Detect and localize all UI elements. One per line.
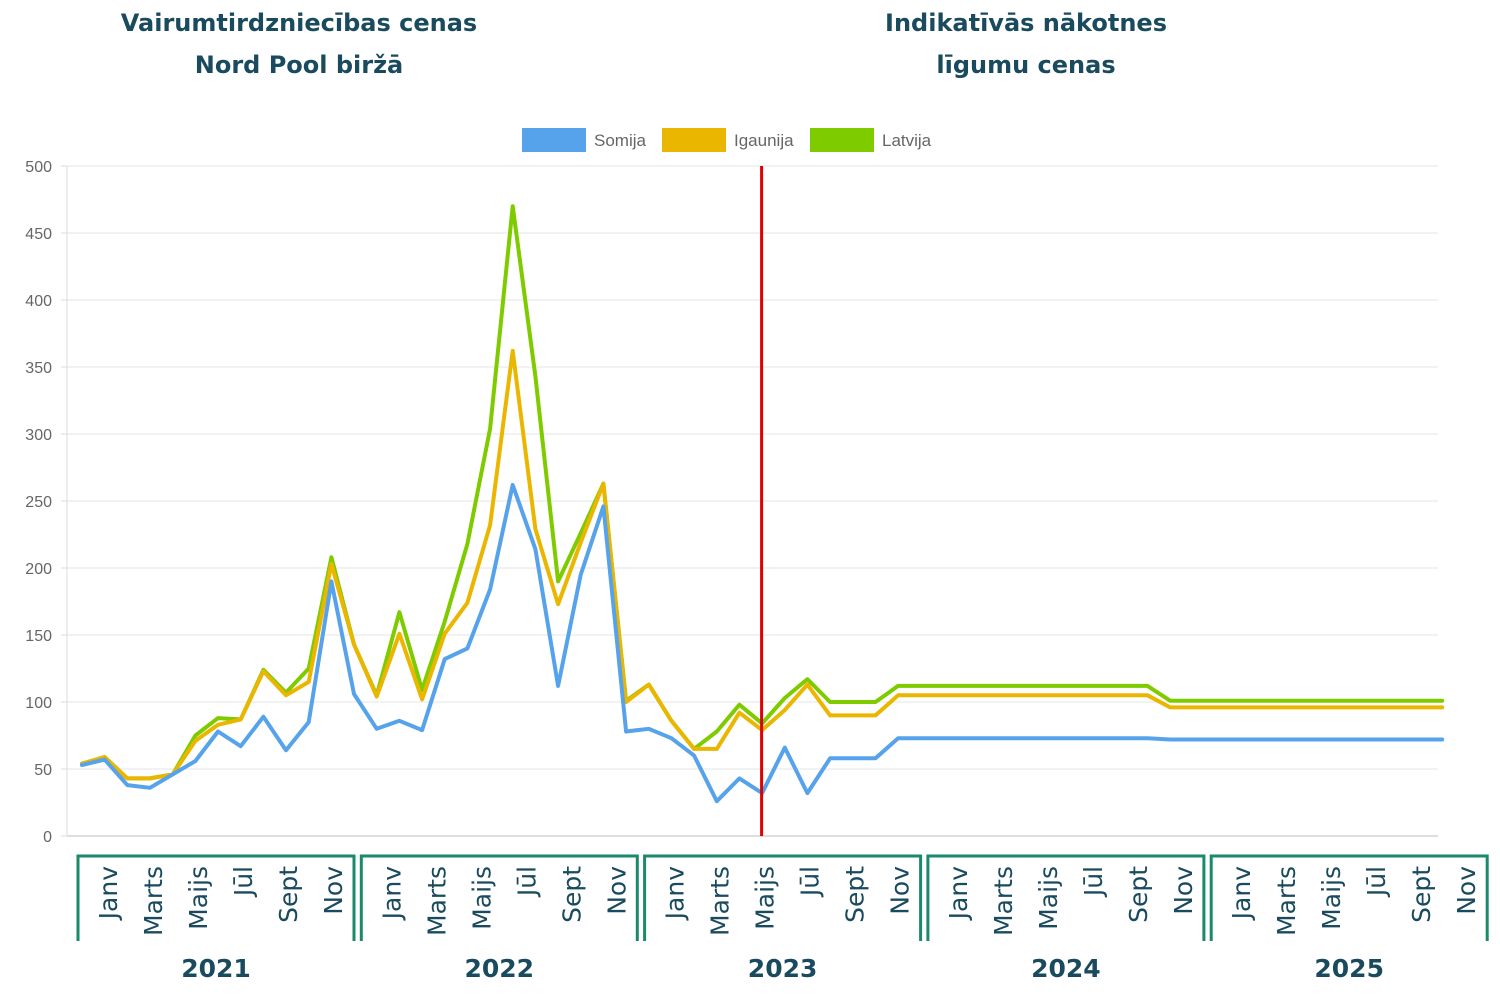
month-label-2024-6: Nov <box>1169 866 1198 915</box>
futures-header-line-2: līgumu cenas <box>936 51 1116 79</box>
month-label-2021-4: Jūl <box>229 866 258 898</box>
historical-header-line-1: Vairumtirdzniecības cenas <box>120 9 478 37</box>
legend-label-somija: Somija <box>594 131 647 150</box>
month-label-2022-6: Nov <box>602 866 631 915</box>
month-label-2022-1: Janv <box>377 866 406 922</box>
month-label-2022-3: Maijs <box>467 866 496 930</box>
month-label-2023-1: Janv <box>661 866 690 922</box>
futures-header-line-1: Indikatīvās nākotnes <box>885 9 1167 37</box>
month-label-2025-5: Sept <box>1407 866 1436 923</box>
month-label-2024-5: Sept <box>1124 866 1153 923</box>
month-label-2024-4: Jūl <box>1079 866 1108 898</box>
month-label-2023-2: Marts <box>706 866 735 936</box>
month-label-2024-2: Marts <box>989 866 1018 936</box>
year-label-2022: 2022 <box>465 954 535 983</box>
month-label-2023-4: Jūl <box>796 866 825 898</box>
month-label-2025-3: Maijs <box>1317 866 1346 930</box>
legend-swatch-latvija <box>810 128 874 152</box>
y-tick-label-350: 350 <box>25 360 52 377</box>
year-label-2024: 2024 <box>1031 954 1101 983</box>
futures-header: Indikatīvās nākotnes līgumu cenas <box>766 2 1286 86</box>
month-label-2025-2: Marts <box>1272 866 1301 936</box>
legend-label-latvija: Latvija <box>882 131 932 150</box>
legend-swatch-igaunija <box>662 128 726 152</box>
month-label-2025-6: Nov <box>1452 866 1481 915</box>
year-bracket-2022 <box>359 854 639 941</box>
year-bracket-2024 <box>926 854 1206 941</box>
grid-layer: 0 50 100 150 200 250 300 350 400 450 500 <box>25 159 1438 846</box>
month-label-2024-3: Maijs <box>1034 866 1063 930</box>
month-label-2021-2: Marts <box>139 866 168 936</box>
legend-swatch-somija <box>522 128 586 152</box>
month-label-2021-5: Sept <box>274 866 303 923</box>
y-tick-label-50: 50 <box>34 762 52 779</box>
month-label-2022-5: Sept <box>557 866 586 923</box>
historical-header: Vairumtirdzniecības cenas Nord Pool birž… <box>39 2 559 86</box>
legend: Somija Igaunija Latvija <box>522 128 932 152</box>
month-label-2024-1: Janv <box>944 866 973 922</box>
y-tick-label-500: 500 <box>25 159 52 176</box>
month-label-2025-4: Jūl <box>1362 866 1391 898</box>
year-bracket-2025 <box>1209 854 1489 941</box>
month-label-2023-5: Sept <box>841 866 870 923</box>
y-tick-label-300: 300 <box>25 427 52 444</box>
month-label-2021-1: Janv <box>94 866 123 922</box>
y-tick-label-450: 450 <box>25 226 52 243</box>
year-label-2021: 2021 <box>181 954 251 983</box>
historical-header-line-2: Nord Pool biržā <box>194 51 404 79</box>
year-bracket-2023 <box>643 854 923 941</box>
year-bracket-2021 <box>76 854 356 941</box>
month-year-axis: Janv Marts Maijs Jūl Sept Nov 2021 Janv Marts Mai… <box>76 854 1489 983</box>
legend-label-igaunija: Igaunija <box>734 131 794 150</box>
year-label-2023: 2023 <box>748 954 818 983</box>
y-tick-label-400: 400 <box>25 293 52 310</box>
y-tick-label-250: 250 <box>25 494 52 511</box>
y-tick-label-0: 0 <box>43 829 52 846</box>
month-label-2023-6: Nov <box>886 866 915 915</box>
month-label-2021-6: Nov <box>319 866 348 915</box>
month-label-2021-3: Maijs <box>184 866 213 930</box>
month-label-2023-3: Maijs <box>751 866 780 930</box>
month-label-2022-2: Marts <box>422 866 451 936</box>
y-tick-label-200: 200 <box>25 561 52 578</box>
y-tick-label-150: 150 <box>25 628 52 645</box>
year-label-2025: 2025 <box>1314 954 1384 983</box>
y-tick-label-100: 100 <box>25 695 52 712</box>
month-label-2022-4: Jūl <box>512 866 541 898</box>
month-label-2025-1: Janv <box>1227 866 1256 922</box>
